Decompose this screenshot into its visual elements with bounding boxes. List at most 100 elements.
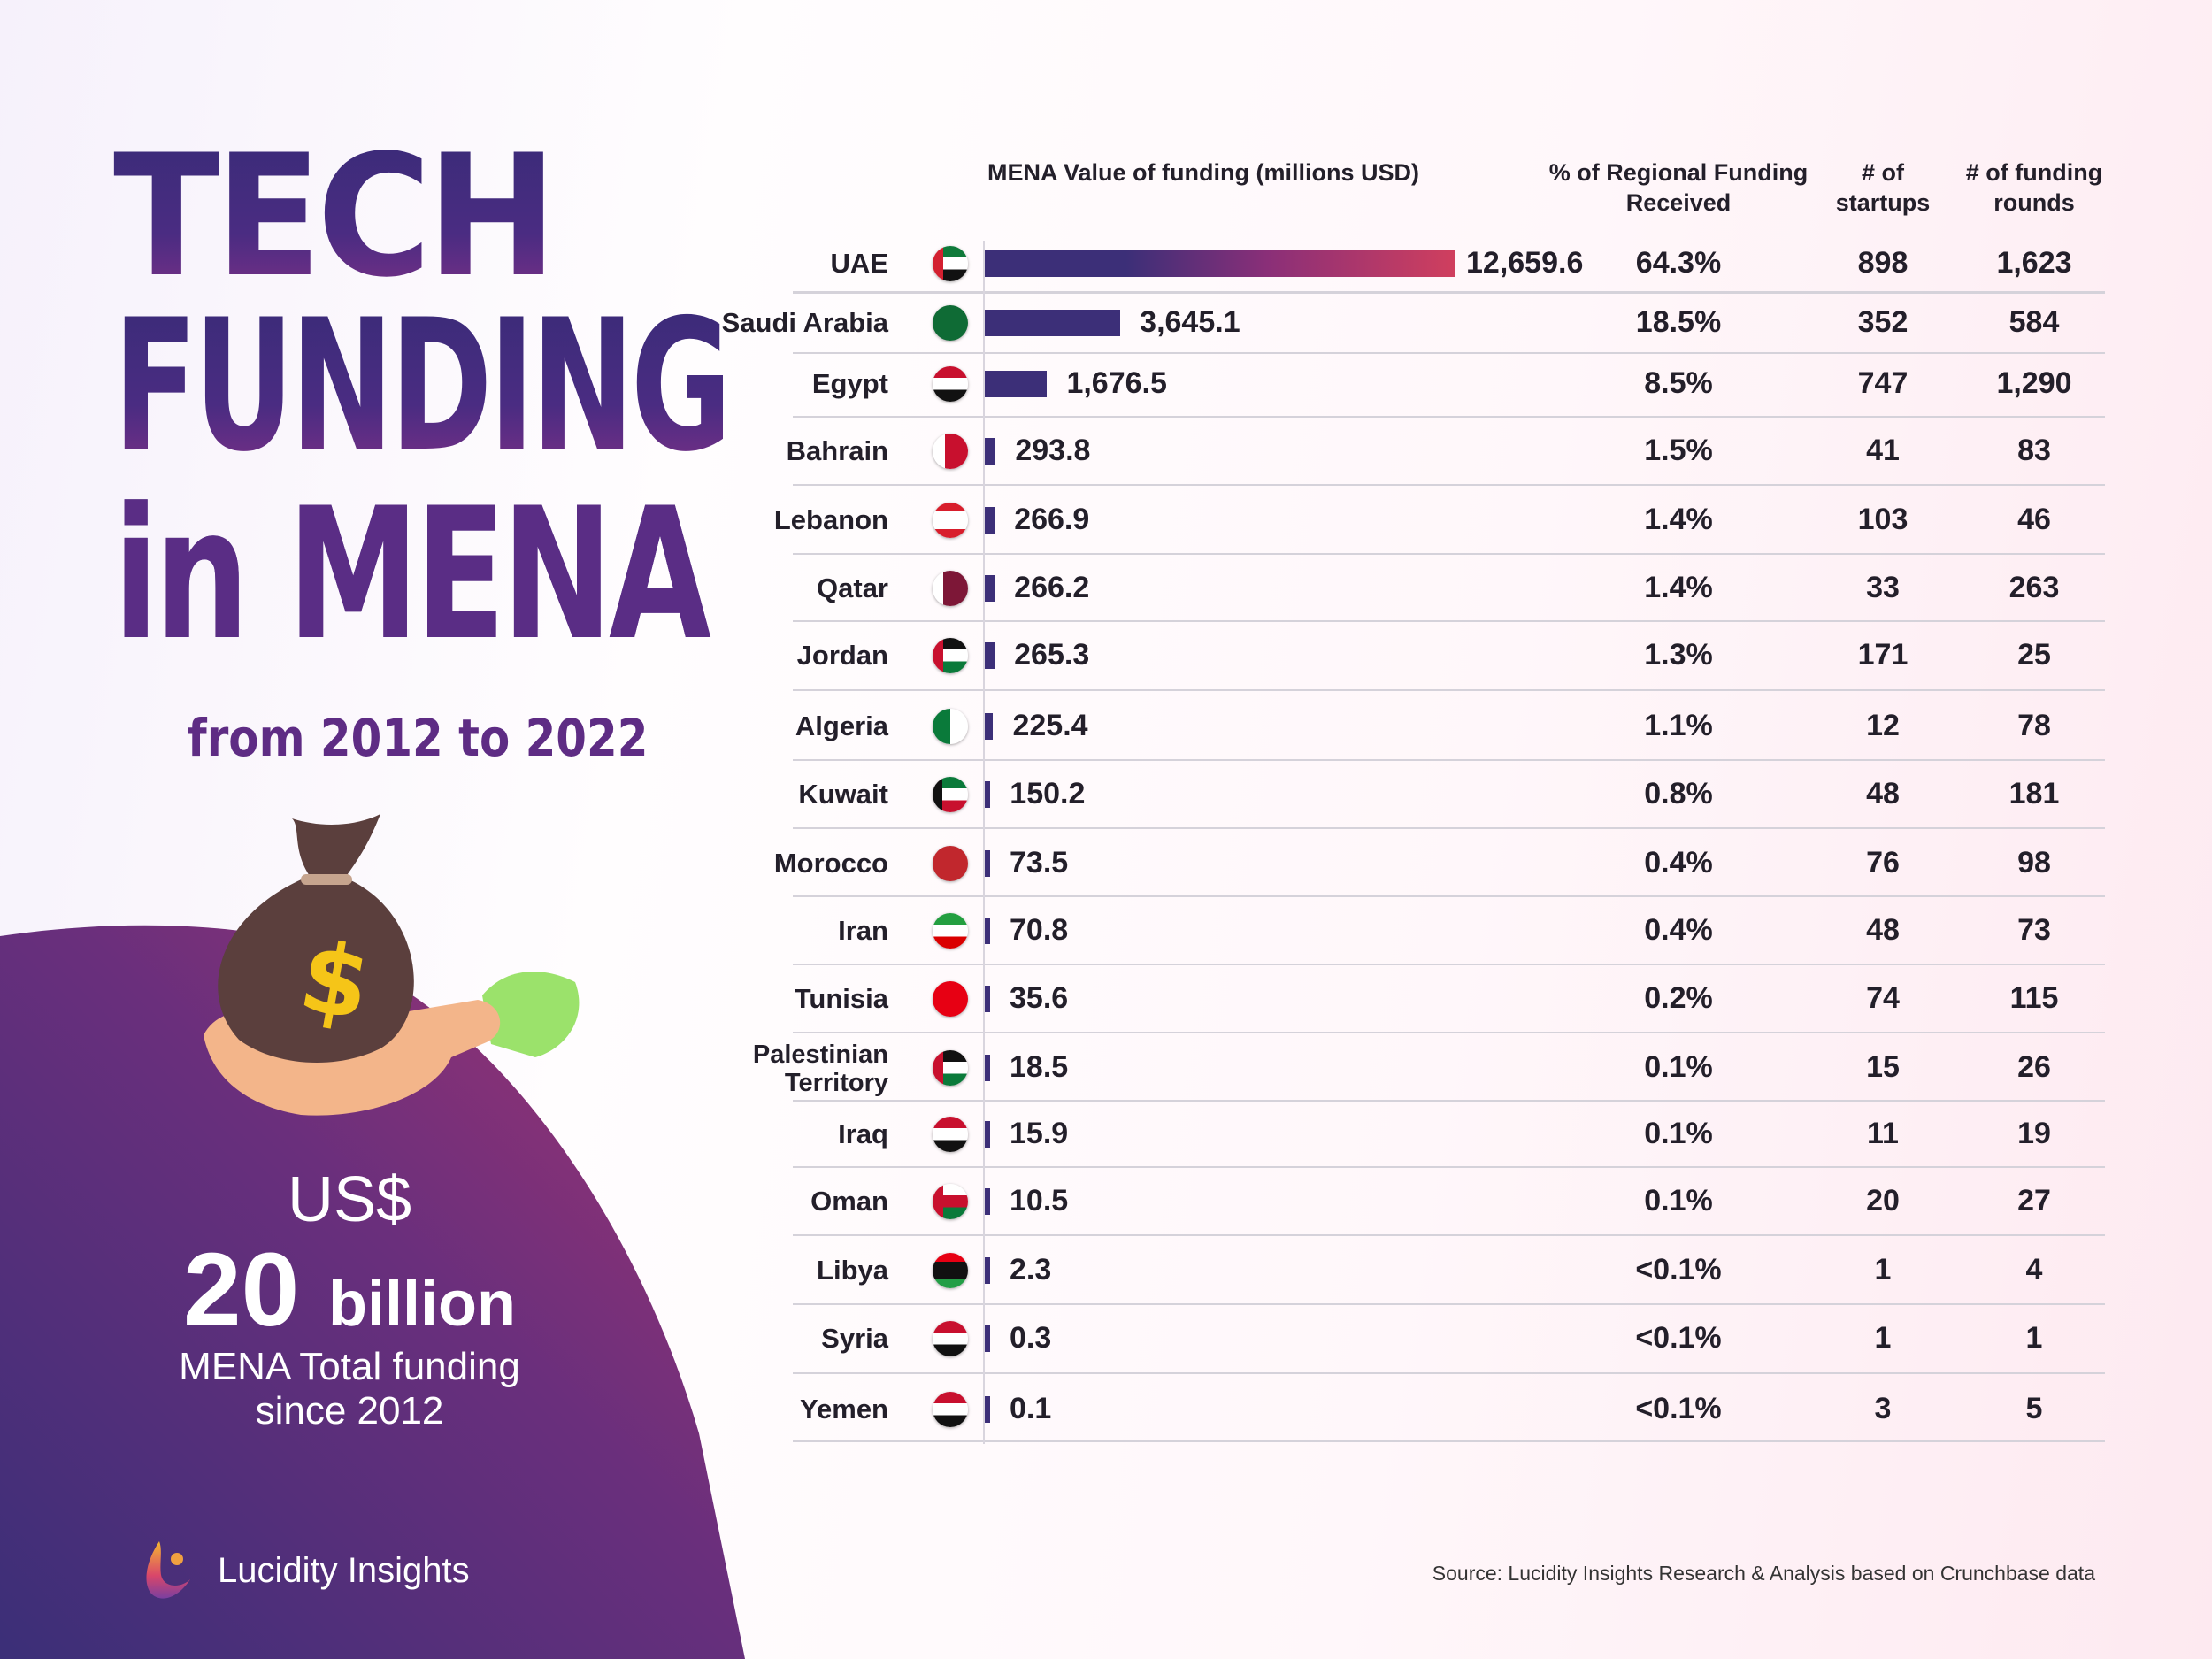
total-number: 20 <box>182 1232 300 1348</box>
brand-name: Lucidity Insights <box>218 1550 470 1590</box>
rounds-cell: 263 <box>2008 571 2060 604</box>
share-cell: 0.1% <box>1644 1184 1713 1217</box>
rounds-cell: 98 <box>2017 846 2051 879</box>
header-startups-line1: # of <box>1861 159 1904 186</box>
funding-bar <box>985 642 995 669</box>
rounds-cell: 1,290 <box>1996 366 2072 400</box>
share-cell: 64.3% <box>1635 246 1722 280</box>
startups-cell: 747 <box>1857 366 1909 400</box>
share-cell: 1.1% <box>1644 709 1713 742</box>
funding-value-label: 0.1 <box>1010 1392 1052 1425</box>
share-cell: 0.2% <box>1644 981 1713 1015</box>
rounds-cell: 46 <box>2017 503 2051 536</box>
title-line-2: FUNDING <box>113 281 732 492</box>
share-cell: 1.4% <box>1644 503 1713 536</box>
funding-bar <box>985 1121 990 1148</box>
header-rounds-line1: # of funding <box>1965 159 2103 186</box>
funding-value-label: 266.9 <box>1014 503 1090 536</box>
flag-syria-icon <box>933 1321 968 1356</box>
country-name: Palestinian Territory <box>752 1041 888 1097</box>
rounds-cell: 584 <box>2008 305 2060 339</box>
startups-cell: 1 <box>1874 1253 1892 1286</box>
country-name: Saudi Arabia <box>721 307 888 338</box>
share-cell: 1.5% <box>1644 434 1713 467</box>
country-name: Oman <box>810 1186 888 1217</box>
funding-value-label: 3,645.1 <box>1140 305 1240 339</box>
startups-cell: 48 <box>1866 913 1900 947</box>
funding-value-label: 73.5 <box>1010 846 1069 879</box>
flag-tunisia-icon <box>933 981 968 1017</box>
startups-cell: 76 <box>1866 846 1900 879</box>
funding-value-label: 15.9 <box>1010 1117 1069 1150</box>
total-currency: US$ <box>287 1164 412 1235</box>
share-cell: 1.3% <box>1644 638 1713 672</box>
header-share: % of Regional Funding Received <box>1546 157 1811 218</box>
table-row: Palestinian Territory 18.5 0.1% 15 26 <box>753 1033 2105 1102</box>
funding-bar <box>985 1188 990 1215</box>
caption-line-1: MENA Total funding <box>179 1345 520 1388</box>
table-row: Saudi Arabia 3,645.1 18.5% 352 584 <box>722 294 2105 354</box>
rounds-cell: 73 <box>2017 913 2051 947</box>
country-name: Egypt <box>811 368 888 399</box>
flag-iran-icon <box>933 913 968 949</box>
funding-bar <box>985 918 990 944</box>
source-note: Source: Lucidity Insights Research & Ana… <box>1432 1562 2095 1585</box>
rounds-cell: 4 <box>2025 1253 2043 1286</box>
rounds-cell: 5 <box>2025 1392 2043 1425</box>
table-row: Yemen 0.1 <0.1% 3 5 <box>793 1374 2105 1442</box>
header-rounds-line2: rounds <box>1993 189 2075 216</box>
funding-bar <box>985 1325 990 1352</box>
startups-cell: 103 <box>1857 503 1909 536</box>
startups-cell: 41 <box>1866 434 1900 467</box>
flag-uae-icon <box>933 246 968 281</box>
funding-value-label: 266.2 <box>1014 571 1090 604</box>
funding-bar <box>985 1396 990 1423</box>
rounds-cell: 27 <box>2017 1184 2051 1217</box>
share-cell: 0.4% <box>1644 846 1713 879</box>
funding-bar <box>985 781 991 808</box>
rounds-cell: 26 <box>2017 1050 2051 1084</box>
country-name: Bahrain <box>786 435 888 466</box>
rounds-cell: 115 <box>2009 981 2059 1015</box>
total-amount: 20 billion <box>0 1230 699 1350</box>
country-name: Morocco <box>773 848 888 879</box>
funding-bar <box>985 310 1121 336</box>
caption-line-2: since 2012 <box>255 1389 444 1432</box>
share-cell: 8.5% <box>1644 366 1713 400</box>
flag-oman-icon <box>933 1184 968 1219</box>
country-name: UAE <box>830 248 888 279</box>
header-share-line1: % of Regional Funding <box>1548 159 1809 186</box>
funding-value-label: 265.3 <box>1014 638 1090 672</box>
startups-cell: 12 <box>1866 709 1900 742</box>
share-cell: <0.1% <box>1635 1321 1722 1355</box>
table-row: Algeria 225.4 1.1% 12 78 <box>793 691 2105 761</box>
country-name: Iraq <box>838 1118 888 1149</box>
money-bag-hand-illustration: $ <box>204 814 580 1116</box>
header-value: MENA Value of funding (millions USD) <box>987 159 1419 186</box>
table-row: Morocco 73.5 0.4% 76 98 <box>774 829 2105 897</box>
country-name: Qatar <box>817 572 888 603</box>
header-startups-line2: startups <box>1835 189 1931 216</box>
funding-value-label: 35.6 <box>1010 981 1069 1015</box>
startups-cell: 3 <box>1874 1392 1892 1425</box>
funding-value-label: 2.3 <box>1010 1253 1052 1286</box>
funding-bar <box>985 986 990 1012</box>
title-line-1: TECH <box>113 119 557 314</box>
funding-bar <box>985 850 990 877</box>
table-row: Bahrain 293.8 1.5% 41 83 <box>787 418 2105 486</box>
funding-bar <box>985 1055 990 1081</box>
startups-cell: 898 <box>1857 246 1909 280</box>
table-row: Iran 70.8 0.4% 48 73 <box>793 897 2105 965</box>
share-cell: 0.1% <box>1644 1050 1713 1084</box>
rounds-cell: 78 <box>2017 709 2051 742</box>
rounds-cell: 1,623 <box>1996 246 2072 280</box>
country-name: Yemen <box>800 1394 888 1425</box>
table-row: UAE 12,659.6 64.3% 898 1,623 <box>793 237 2105 294</box>
header-share-line2: Received <box>1625 189 1732 216</box>
startups-cell: 33 <box>1866 571 1900 604</box>
flag-bahrain-icon <box>933 434 968 469</box>
flag-qatar-icon <box>933 571 968 606</box>
flag-morocco-icon <box>933 846 968 881</box>
subtitle: from 2012 to 2022 <box>188 708 649 768</box>
startups-cell: 352 <box>1857 305 1909 339</box>
